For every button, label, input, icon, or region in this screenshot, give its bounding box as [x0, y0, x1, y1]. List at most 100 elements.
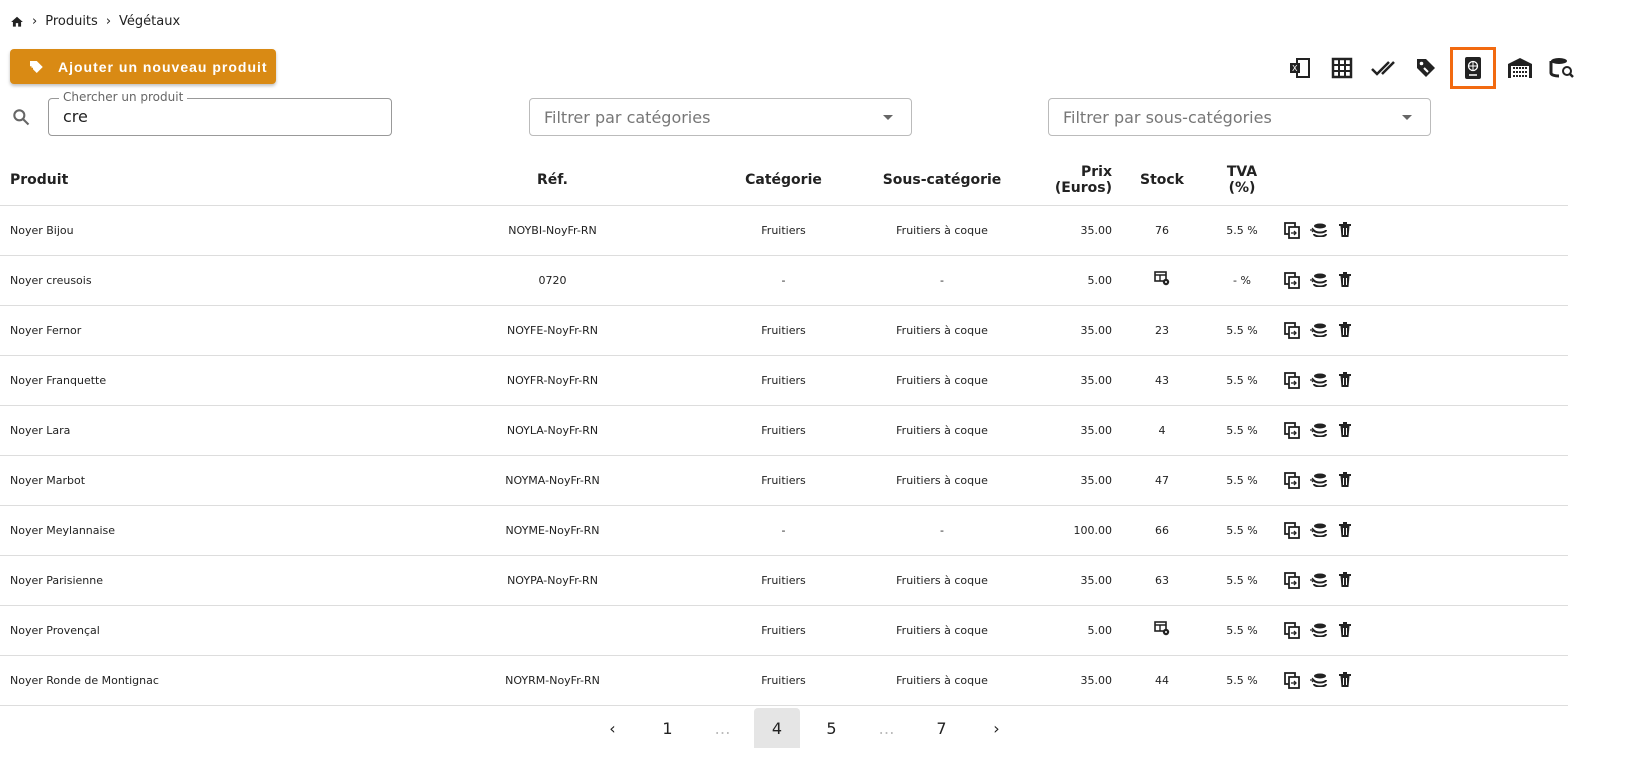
cell-stock: [1112, 605, 1212, 656]
duplicate-icon[interactable]: [1284, 621, 1300, 639]
cell-produit: Noyer Fernor: [0, 305, 390, 356]
next-page-button[interactable]: ›: [993, 718, 1000, 738]
col-sous-categorie[interactable]: Sous-catégorie: [852, 155, 1032, 206]
stock-move-icon[interactable]: [1310, 573, 1328, 587]
duplicate-icon[interactable]: [1284, 421, 1300, 439]
add-product-button[interactable]: Ajouter un nouveau produit: [10, 49, 276, 84]
cell-ref: NOYBI-NoyFr-RN: [390, 205, 715, 256]
cell-actions: [1272, 405, 1568, 456]
stock-view-icon[interactable]: [1154, 621, 1170, 636]
duplicate-icon[interactable]: [1284, 471, 1300, 489]
table-row[interactable]: Noyer Ronde de Montignac NOYRM-NoyFr-RN …: [0, 655, 1568, 706]
page-7[interactable]: 7: [936, 718, 947, 738]
breadcrumb-produits[interactable]: Produits: [45, 14, 98, 29]
duplicate-icon[interactable]: [1284, 321, 1300, 339]
prev-page-button[interactable]: ‹: [609, 718, 616, 738]
stock-view-icon[interactable]: [1154, 271, 1170, 286]
cell-categorie: Fruitiers: [715, 655, 852, 706]
col-stock[interactable]: Stock: [1112, 155, 1212, 206]
cell-stock: 66: [1112, 505, 1212, 556]
delete-icon[interactable]: [1338, 522, 1352, 538]
table-row[interactable]: Noyer creusois 0720 - - 5.00 - %: [0, 255, 1568, 306]
delete-icon[interactable]: [1338, 572, 1352, 588]
stock-move-icon[interactable]: [1310, 373, 1328, 387]
delete-icon[interactable]: [1338, 422, 1352, 438]
duplicate-icon[interactable]: [1284, 671, 1300, 689]
col-ref[interactable]: Réf.: [390, 155, 715, 206]
cell-prix: 5.00: [1032, 255, 1112, 306]
stock-move-icon[interactable]: [1310, 673, 1328, 687]
category-filter-select[interactable]: Filtrer par catégories: [529, 98, 912, 136]
page-5[interactable]: 5: [826, 718, 837, 738]
delete-icon[interactable]: [1338, 372, 1352, 388]
table-row[interactable]: Noyer Marbot NOYMA-NoyFr-RN Fruitiers Fr…: [0, 455, 1568, 506]
col-categorie[interactable]: Catégorie: [715, 155, 852, 206]
cell-stock: 23: [1112, 305, 1212, 356]
tag-plus-icon: [30, 60, 43, 73]
cell-tva: 5.5 %: [1212, 605, 1272, 656]
delete-icon[interactable]: [1338, 672, 1352, 688]
stock-search-button[interactable]: [1547, 53, 1577, 83]
col-tva[interactable]: TVA (%): [1212, 155, 1272, 206]
warehouse-button[interactable]: [1505, 53, 1535, 83]
chevron-right-icon: ›: [105, 14, 112, 29]
duplicate-icon[interactable]: [1284, 371, 1300, 389]
search-input[interactable]: Chercher un produit cre: [48, 90, 392, 136]
duplicate-icon[interactable]: [1284, 571, 1300, 589]
stock-move-icon[interactable]: [1310, 473, 1328, 487]
done-all-icon: [1371, 61, 1395, 76]
table-row[interactable]: Noyer Meylannaise NOYME-NoyFr-RN - - 100…: [0, 505, 1568, 556]
cell-actions: [1272, 255, 1568, 306]
cell-produit: Noyer Lara: [0, 405, 390, 456]
cell-tva: - %: [1212, 255, 1272, 306]
delete-icon[interactable]: [1338, 472, 1352, 488]
search-icon: [13, 109, 30, 126]
cell-produit: Noyer Bijou: [0, 205, 390, 256]
cell-sous-categorie: Fruitiers à coque: [852, 455, 1032, 506]
delete-icon[interactable]: [1338, 272, 1352, 288]
cell-categorie: -: [715, 505, 852, 556]
table-row[interactable]: Noyer Fernor NOYFE-NoyFr-RN Fruitiers Fr…: [0, 305, 1568, 356]
excel-export-button[interactable]: X: [1285, 53, 1315, 83]
col-prix[interactable]: Prix (Euros): [1032, 155, 1112, 206]
delete-icon[interactable]: [1338, 622, 1352, 638]
cell-ref: NOYPA-NoyFr-RN: [390, 555, 715, 606]
subcategory-filter-select[interactable]: Filtrer par sous-catégories: [1048, 98, 1431, 136]
page-1[interactable]: 1: [662, 718, 673, 738]
col-produit[interactable]: Produit: [0, 155, 390, 206]
cell-prix: 5.00: [1032, 605, 1112, 656]
table-row[interactable]: Noyer Franquette NOYFR-NoyFr-RN Fruitier…: [0, 355, 1568, 406]
cell-prix: 35.00: [1032, 455, 1112, 506]
table-row[interactable]: Noyer Provençal Fruitiers Fruitiers à co…: [0, 605, 1568, 656]
cell-stock: [1112, 255, 1212, 306]
cell-tva: 5.5 %: [1212, 505, 1272, 556]
stock-move-icon[interactable]: [1310, 523, 1328, 537]
stock-move-icon[interactable]: [1310, 623, 1328, 637]
validate-all-button[interactable]: [1369, 53, 1399, 83]
stock-move-icon[interactable]: [1310, 323, 1328, 337]
database-search-icon: [1549, 58, 1574, 78]
subcategory-filter-placeholder: Filtrer par sous-catégories: [1063, 108, 1272, 127]
table-row[interactable]: Noyer Bijou NOYBI-NoyFr-RN Fruitiers Fru…: [0, 205, 1568, 256]
cell-sous-categorie: -: [852, 505, 1032, 556]
delete-icon[interactable]: [1338, 322, 1352, 338]
home-icon[interactable]: [10, 15, 24, 29]
table-row[interactable]: Noyer Parisienne NOYPA-NoyFr-RN Fruitier…: [0, 555, 1568, 606]
tags-button[interactable]: [1411, 53, 1441, 83]
duplicate-icon[interactable]: [1284, 221, 1300, 239]
duplicate-icon[interactable]: [1284, 271, 1300, 289]
table-button[interactable]: [1327, 53, 1357, 83]
cell-produit: Noyer Provençal: [0, 605, 390, 656]
stock-value: 47: [1155, 473, 1169, 487]
cell-prix: 100.00: [1032, 505, 1112, 556]
delete-icon[interactable]: [1338, 222, 1352, 238]
page-4-current[interactable]: 4: [754, 708, 800, 748]
stock-move-icon[interactable]: [1310, 273, 1328, 287]
passport-button[interactable]: [1450, 47, 1496, 89]
cell-tva: 5.5 %: [1212, 455, 1272, 506]
table-row[interactable]: Noyer Lara NOYLA-NoyFr-RN Fruitiers Frui…: [0, 405, 1568, 456]
cell-sous-categorie: Fruitiers à coque: [852, 655, 1032, 706]
duplicate-icon[interactable]: [1284, 521, 1300, 539]
stock-move-icon[interactable]: [1310, 223, 1328, 237]
stock-move-icon[interactable]: [1310, 423, 1328, 437]
